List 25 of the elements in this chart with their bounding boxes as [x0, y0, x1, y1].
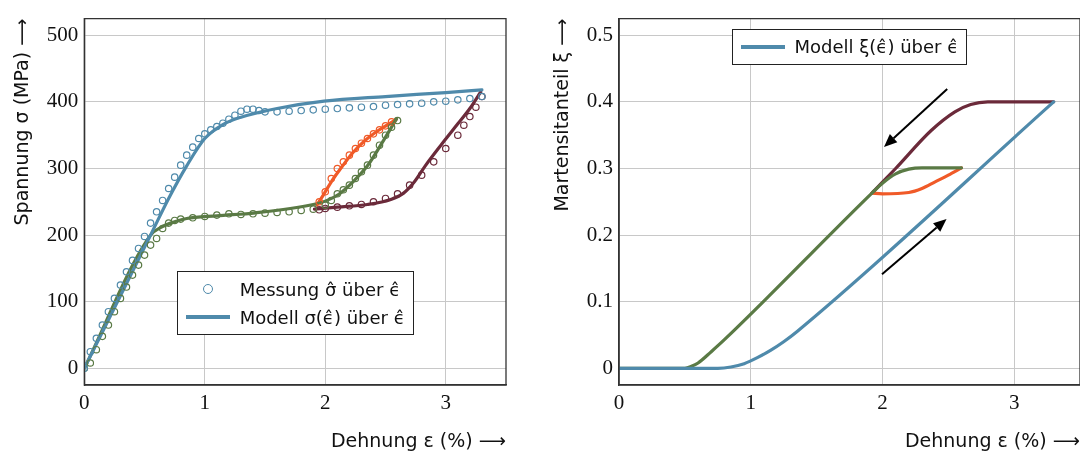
- y-tick-label: 100: [46, 288, 79, 313]
- x-tick-label: 3: [1008, 390, 1020, 415]
- y-tick-label: 0.3: [586, 155, 614, 180]
- y-tick-label: 0.4: [586, 88, 614, 113]
- x-axis-title: Dehnung ε (%) ⟶: [904, 428, 1080, 451]
- x-tick-label: 2: [877, 390, 888, 415]
- y-axis-title: Spannung σ (MPa) ⟶: [10, 18, 33, 226]
- x-axis-title: Dehnung ε (%) ⟶: [330, 428, 506, 451]
- y-tick-label: 0: [67, 354, 79, 379]
- y-tick-label: 0: [602, 354, 614, 379]
- x-tick-label: 1: [199, 390, 211, 415]
- y-tick-label: 300: [46, 155, 79, 180]
- legend-label: Messung σ̂ über ϵ̂: [239, 278, 401, 300]
- y-tick-label: 0.5: [586, 21, 614, 46]
- y-axis-title: Martensitanteil ξ ⟶: [550, 18, 573, 212]
- legend-label: Modell σ(ϵ̂) über ϵ̂: [239, 306, 405, 328]
- legend-label: Modell ξ(ϵ̂) über ϵ̂: [794, 36, 959, 58]
- y-tick-label: 0.1: [586, 288, 614, 313]
- y-tick-label: 200: [46, 221, 79, 246]
- y-tick-label: 500: [46, 21, 79, 46]
- y-tick-label: 400: [46, 88, 79, 113]
- x-tick-label: 2: [320, 390, 331, 415]
- x-tick-label: 3: [440, 390, 452, 415]
- y-tick-label: 0.2: [586, 221, 614, 246]
- x-tick-label: 1: [745, 390, 756, 415]
